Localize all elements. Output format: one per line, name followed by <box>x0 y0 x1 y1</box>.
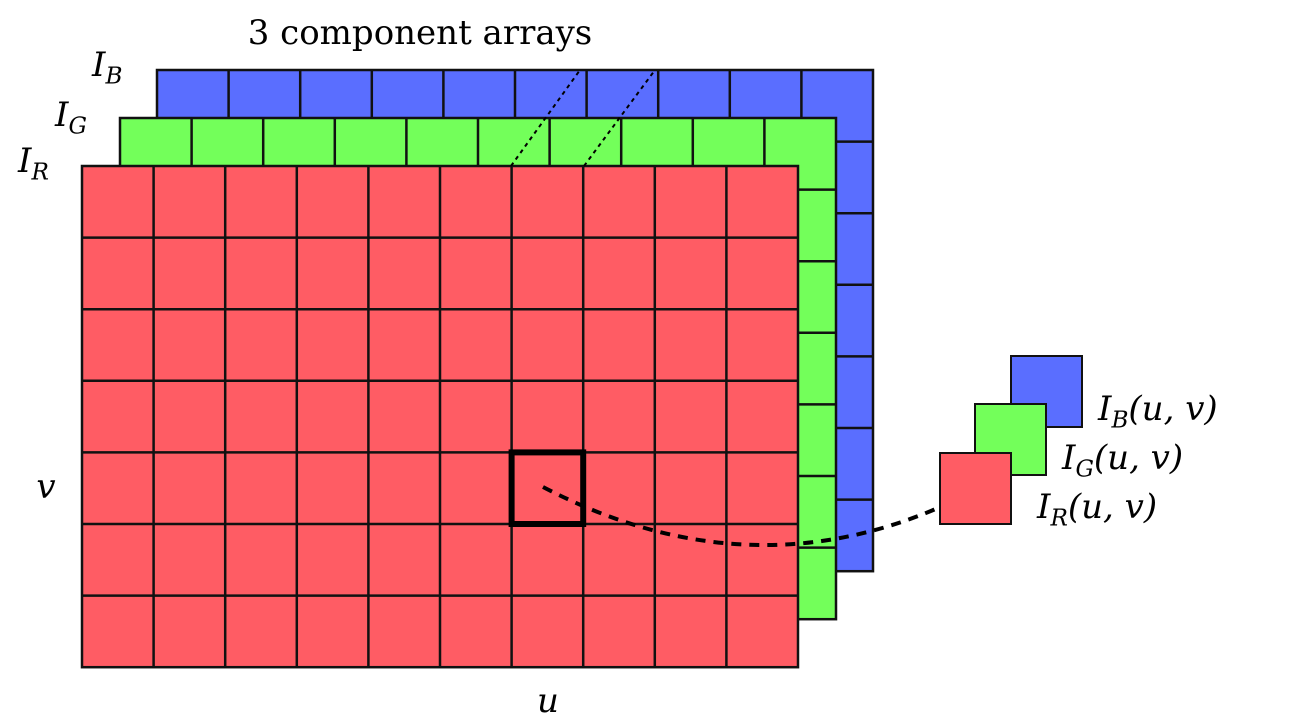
blue-pixel-value-label: IB(u, v) <box>1097 389 1218 433</box>
green-pixel-value-label: IG(u, v) <box>1061 438 1183 482</box>
pixel-projection-dotted-line <box>510 69 581 167</box>
red-component-array <box>80 69 800 669</box>
u-axis-label: u <box>537 681 559 721</box>
pixel-component-stack <box>939 355 1083 525</box>
blue-array-label: IB <box>91 45 122 89</box>
pixel-mapping-arrow <box>542 485 976 547</box>
red-pixel-value-label: IR(u, v) <box>1036 487 1157 531</box>
pixel-value-labels: IB(u, v) IG(u, v) IR(u, v) <box>1036 389 1218 531</box>
green-array-label: IG <box>54 95 87 139</box>
pixel-projection-dotted-line <box>583 69 656 167</box>
pixel-red-square <box>939 452 1012 525</box>
v-axis-label: v <box>36 467 55 507</box>
diagram-title: 3 component arrays <box>248 13 593 53</box>
highlighted-pixel <box>508 449 587 527</box>
red-array-label: IR <box>17 141 49 185</box>
